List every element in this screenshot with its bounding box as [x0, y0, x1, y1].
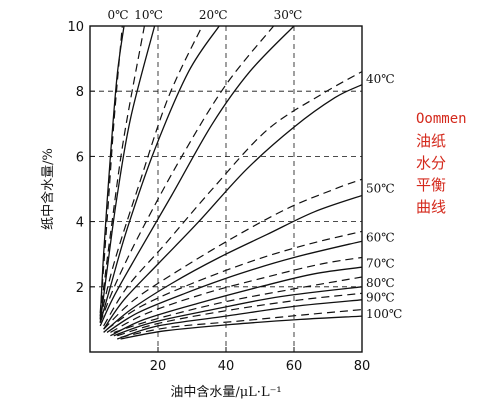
series-dashed-line — [103, 178, 362, 330]
caption-line-4: 平衡 — [416, 176, 447, 194]
series-label: 40℃ — [366, 72, 395, 86]
series-dashed-line — [113, 276, 362, 333]
oommen-caption: Oommen 油纸 水分 平衡 曲线 — [416, 108, 500, 218]
series-label: 70℃ — [366, 256, 395, 270]
series-solid-line — [103, 84, 362, 330]
series-label: 30℃ — [274, 8, 303, 22]
chart-axes — [89, 25, 363, 353]
series-dashed-line — [106, 230, 362, 330]
series-solid-line — [99, 26, 295, 327]
caption-line-3: 水分 — [416, 154, 447, 172]
y-tick-label: 10 — [67, 20, 84, 35]
series-dashed-line — [117, 292, 362, 337]
series-label: 60℃ — [366, 230, 395, 244]
caption-line-2: 油纸 — [416, 132, 447, 150]
series-solid-line — [103, 194, 362, 333]
series-label: 100℃ — [366, 307, 402, 321]
caption-line-5: 曲线 — [416, 198, 447, 216]
series-solid-line — [110, 266, 362, 337]
series-label: 80℃ — [366, 276, 395, 290]
y-axis-title: 纸中含水量/% — [40, 148, 56, 230]
x-tick-label: 40 — [218, 359, 235, 374]
series-solid-line — [106, 240, 362, 333]
y-tick-label: 4 — [76, 216, 84, 231]
series-dashed-line — [99, 26, 203, 320]
series-solid-line — [99, 26, 220, 323]
y-tick-label: 6 — [76, 150, 84, 165]
series-solid-line — [120, 315, 362, 340]
x-tick-label: 60 — [286, 359, 303, 374]
series-label: 20℃ — [199, 8, 228, 22]
series-label: 10℃ — [134, 8, 163, 22]
series-solid-line — [99, 26, 156, 323]
caption-line-1: Oommen — [416, 111, 467, 127]
x-tick-label: 20 — [150, 359, 167, 374]
series-dashed-line — [110, 256, 362, 333]
series-label: 50℃ — [366, 181, 395, 195]
x-tick-label: 80 — [354, 359, 371, 374]
series-dashed-line — [103, 71, 362, 327]
series-label: 90℃ — [366, 291, 395, 305]
series-dashed-line — [99, 26, 275, 323]
y-tick-label: 8 — [76, 85, 84, 100]
chart-labels: 0℃ 10℃ 20℃ 30℃ 40℃ 50℃ 60℃ 70℃ 80℃90℃ 100℃ 20 40 60 8… — [40, 8, 402, 400]
series-solid-line — [113, 286, 362, 337]
series-dashed-line — [120, 309, 362, 338]
chart-series — [99, 26, 362, 340]
series-dashed-line — [99, 26, 123, 313]
series-label: 0℃ — [107, 8, 128, 22]
x-axis-title: 油中含水量/μL·L⁻¹ — [170, 384, 281, 400]
y-tick-label: 2 — [76, 281, 84, 296]
series-solid-line — [116, 299, 362, 340]
series-dashed-line — [99, 26, 145, 317]
